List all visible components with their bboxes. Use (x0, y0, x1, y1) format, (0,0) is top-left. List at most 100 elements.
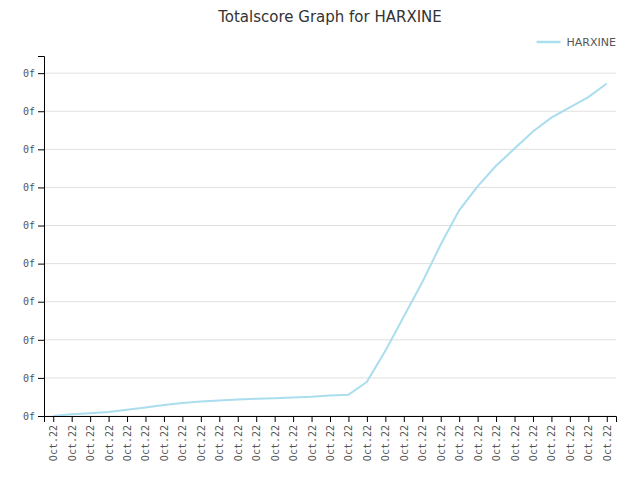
x-tick-label: Oct.22 (251, 425, 262, 461)
x-tick: Oct.22 (473, 416, 484, 461)
x-tick: Oct.22 (140, 416, 151, 461)
x-tick-label: Oct.22 (85, 425, 96, 461)
x-tick-mark (330, 416, 331, 422)
x-tick-label: Oct.22 (343, 425, 354, 461)
y-tick: 0f (23, 220, 44, 231)
x-tick-mark (441, 416, 442, 422)
y-tick: 0f (23, 182, 44, 193)
x-tick-mark (385, 416, 386, 422)
x-tick-label: Oct.22 (140, 425, 151, 461)
x-tick-mark (607, 416, 608, 422)
plot-area (53, 83, 607, 416)
y-tick-mark (38, 340, 44, 341)
grid (44, 73, 616, 416)
grid-line (44, 339, 616, 340)
x-tick-label: Oct.22 (104, 425, 115, 461)
x-tick-label: Oct.22 (48, 425, 59, 461)
x-tick: Oct.22 (122, 416, 133, 461)
x-tick-label: Oct.22 (233, 425, 244, 461)
x-tick-mark (570, 416, 571, 422)
x-tick: Oct.22 (546, 416, 557, 461)
x-tick: Oct.22 (307, 416, 318, 461)
y-tick: 0f (23, 296, 44, 307)
x-tick-label: Oct.22 (270, 425, 281, 461)
x-tick: Oct.22 (85, 416, 96, 461)
grid-line (44, 263, 616, 264)
x-tick-mark (496, 416, 497, 422)
y-tick-mark (38, 149, 44, 150)
x-tick-mark (293, 416, 294, 422)
y-tick-label: 0f (23, 182, 35, 193)
x-tick-label: Oct.22 (122, 425, 133, 461)
y-tick-mark (38, 226, 44, 227)
x-tick-mark (422, 416, 423, 422)
x-tick-label: Oct.22 (67, 425, 78, 461)
line (53, 83, 607, 416)
y-tick: 0f (23, 68, 44, 79)
x-tick: Oct.22 (491, 416, 502, 461)
x-tick-label: Oct.22 (288, 425, 299, 461)
y-tick-label: 0f (23, 220, 35, 231)
x-tick: Oct.22 (233, 416, 244, 461)
x-tick-mark (182, 416, 183, 422)
grid-line (44, 73, 616, 74)
y-tick-mark (38, 111, 44, 112)
x-axis-line (45, 417, 617, 423)
x-tick-mark (588, 416, 589, 422)
y-tick-mark (38, 187, 44, 188)
x-tick-mark (109, 416, 110, 422)
legend-label: HARXINE (567, 36, 616, 49)
y-tick: 0f (23, 411, 44, 422)
grid-line (44, 111, 616, 112)
grid-line (44, 187, 616, 188)
x-tick: Oct.22 (67, 416, 78, 461)
x-tick: Oct.22 (251, 416, 262, 461)
y-tick-label: 0f (23, 296, 35, 307)
x-tick-label: Oct.22 (436, 425, 447, 461)
grid-line (44, 225, 616, 226)
x-tick-label: Oct.22 (528, 425, 539, 461)
x-tick-label: Oct.22 (362, 425, 373, 461)
x-tick: Oct.22 (325, 416, 336, 461)
x-tick: Oct.22 (196, 416, 207, 461)
x-tick-mark (312, 416, 313, 422)
x-tick-label: Oct.22 (380, 425, 391, 461)
x-tick: Oct.22 (454, 416, 465, 461)
x-tick: Oct.22 (399, 416, 410, 461)
y-tick-mark (38, 378, 44, 379)
x-tick-mark (201, 416, 202, 422)
x-tick-mark (478, 416, 479, 422)
x-tick-mark (404, 416, 405, 422)
x-tick: Oct.22 (362, 416, 373, 461)
y-tick-mark (38, 416, 44, 417)
x-tick-mark (515, 416, 516, 422)
y-tick-label: 0f (23, 106, 35, 117)
x-tick-label: Oct.22 (214, 425, 225, 461)
x-tick: Oct.22 (288, 416, 299, 461)
legend-item: HARXINE (537, 36, 616, 49)
x-tick-label: Oct.22 (454, 425, 465, 461)
y-tick-label: 0f (23, 335, 35, 346)
title: Totalscore Graph for HARXINE (217, 8, 442, 26)
x-tick-label: Oct.22 (491, 425, 502, 461)
x-tick-mark (53, 416, 54, 422)
x-tick-mark (275, 416, 276, 422)
x-tick: Oct.22 (104, 416, 115, 461)
x-tick: Oct.22 (528, 416, 539, 461)
grid-line (44, 377, 616, 378)
y-tick-mark (38, 73, 44, 74)
x-tick-mark (219, 416, 220, 422)
y-tick-label: 0f (23, 258, 35, 269)
x-tick-label: Oct.22 (602, 425, 613, 461)
x-tick: Oct.22 (417, 416, 428, 461)
x-tick-mark (256, 416, 257, 422)
x-tick: Oct.22 (380, 416, 391, 461)
x-tick-mark (127, 416, 128, 422)
x-tick-label: Oct.22 (196, 425, 207, 461)
x-tick-label: Oct.22 (177, 425, 188, 461)
x-tick-mark (145, 416, 146, 422)
y-tick-mark (38, 264, 44, 265)
y-tick-label: 0f (23, 373, 35, 384)
x-tick-label: Oct.22 (417, 425, 428, 461)
y-tick-mark (38, 302, 44, 303)
